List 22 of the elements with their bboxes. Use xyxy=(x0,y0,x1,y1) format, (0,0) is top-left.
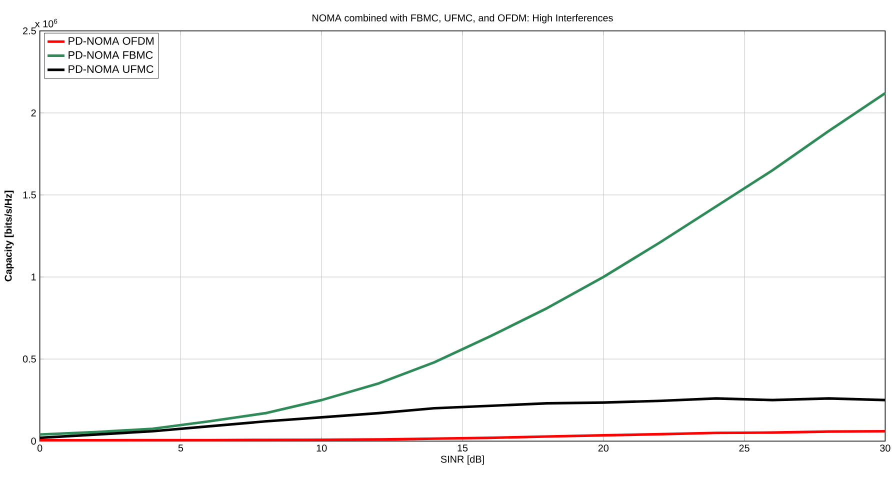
legend-label: PD-NOMA OFDM xyxy=(68,37,154,45)
text: x 10$^{6}$ xyxy=(35,18,58,28)
line-series xyxy=(38,92,886,436)
y-tick-label: 1 xyxy=(32,274,36,280)
chart-title: NOMA combined with FBMC, UFMC, and OFDM: High Interferences xyxy=(312,14,613,24)
x-tick-label: 5 xyxy=(178,444,184,452)
x-tick-label: 10 xyxy=(316,444,327,452)
x-axis-title: SINR [dB] xyxy=(440,455,484,465)
y-tick-label: 0 xyxy=(31,438,36,445)
y-tick-label: 1.5 xyxy=(23,192,36,198)
legend-label: PD-NOMA FBMC xyxy=(68,51,153,59)
x-tick-label: 15 xyxy=(458,444,468,452)
y-axis-title: Capacity [bits/s/Hz] xyxy=(4,190,14,282)
line-series xyxy=(38,430,886,442)
x-tick-label: 30 xyxy=(880,444,890,452)
y-tick-label: 2.5 xyxy=(23,27,36,34)
y-tick-label: 2 xyxy=(31,109,36,116)
y-tick-label: 0.5 xyxy=(22,356,36,363)
x-tick-label: 0 xyxy=(37,444,42,452)
x-tick-label: 20 xyxy=(598,444,609,452)
legend-label: PD-NOMA UFMC xyxy=(68,65,154,74)
x-tick-label: 25 xyxy=(739,444,750,452)
